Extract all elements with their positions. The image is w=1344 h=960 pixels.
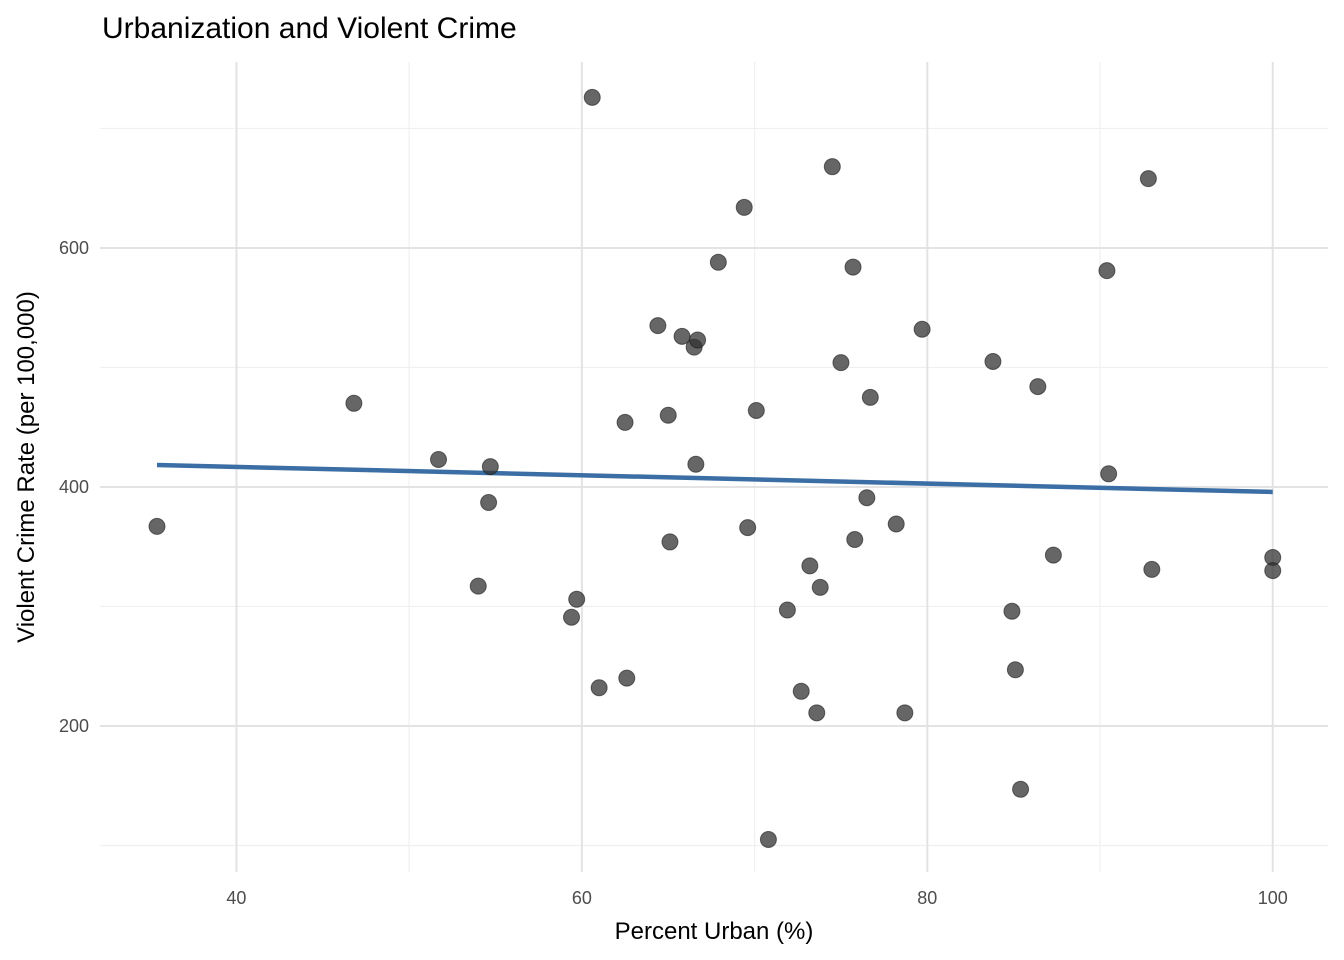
x-axis-ticks: 40 60 80 100 [226,888,1287,908]
data-point [659,406,677,424]
data-point [808,704,826,722]
data-point [858,489,876,507]
trend-line [156,462,1273,495]
data-point [1139,170,1157,188]
data-point [861,388,879,406]
data-point [709,253,727,271]
y-tick-label: 400 [59,477,89,497]
data-point [823,158,841,176]
data-point [1012,780,1030,798]
x-axis-title: Percent Urban (%) [615,918,814,945]
data-point [735,198,753,216]
data-point [811,578,829,596]
x-tick-label: 100 [1258,888,1288,908]
data-point [1100,465,1118,483]
data-point [568,590,586,608]
data-point [844,258,862,276]
points-layer [148,88,1282,848]
data-point [1143,560,1161,578]
data-point [1044,546,1062,564]
y-tick-label: 600 [59,238,89,258]
data-point [563,608,581,626]
data-point [618,669,636,687]
data-point [1098,262,1116,280]
data-point [778,601,796,619]
data-point [649,317,667,335]
x-tick-label: 80 [917,888,937,908]
data-point [430,450,448,468]
trend-line-layer [156,462,1273,495]
data-point [148,517,166,535]
data-point [913,320,931,338]
data-point [801,557,819,575]
data-point [481,458,499,476]
data-point [887,515,905,533]
data-point [747,401,765,419]
data-point [1006,661,1024,679]
data-point [984,352,1002,370]
data-point [590,679,608,697]
data-point [759,830,777,848]
data-point [1003,602,1021,620]
data-point [739,519,757,537]
x-tick-label: 40 [226,888,246,908]
data-point [480,493,498,511]
chart-title: Urbanization and Violent Crime [102,12,517,45]
data-point [687,455,705,473]
data-point [689,331,707,349]
data-point [792,682,810,700]
y-axis-title: Violent Crime Rate (per 100,000) [13,291,40,643]
data-point [832,354,850,372]
data-point [1264,562,1282,580]
data-point [583,88,601,106]
data-point [846,531,864,549]
data-point [469,577,487,595]
data-point [616,413,634,431]
y-tick-label: 200 [59,716,89,736]
y-axis-ticks: 200 400 600 [59,238,89,736]
data-point [345,394,363,412]
x-tick-label: 60 [572,888,592,908]
data-point [661,533,679,551]
data-point [896,704,914,722]
data-point [1029,378,1047,396]
